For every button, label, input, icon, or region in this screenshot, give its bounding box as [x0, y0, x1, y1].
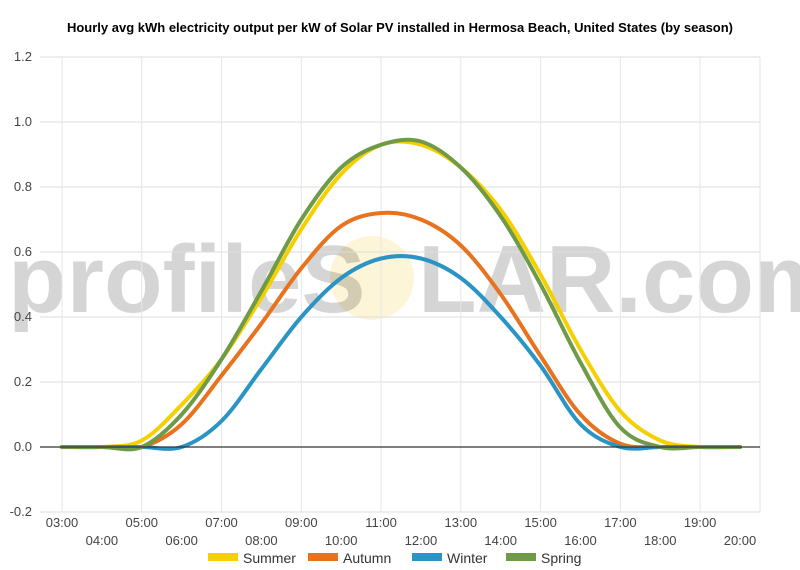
x-tick-label: 08:00 — [245, 533, 278, 548]
watermark-text-right: LAR.com — [418, 226, 800, 333]
x-tick-label: 06:00 — [165, 533, 198, 548]
y-tick-label: 0.2 — [14, 374, 32, 389]
x-tick-label: 18:00 — [644, 533, 677, 548]
series-line-autumn — [60, 210, 742, 451]
watermark-text-left: profileS — [8, 226, 365, 333]
x-tick-label: 15:00 — [524, 515, 557, 530]
x-tick-label: 14:00 — [484, 533, 517, 548]
legend: Summer Autumn Winter Spring — [208, 550, 581, 566]
y-tick-label: 1.0 — [14, 114, 32, 129]
y-tick-label: 0.6 — [14, 244, 32, 259]
x-tick-label: 19:00 — [684, 515, 717, 530]
x-tick-label: 03:00 — [46, 515, 79, 530]
y-tick-label: 1.2 — [14, 49, 32, 64]
x-tick-label: 17:00 — [604, 515, 637, 530]
x-tick-label: 16:00 — [564, 533, 597, 548]
watermark: profileS LAR.com — [8, 226, 800, 333]
y-tick-label: 0.0 — [14, 439, 32, 454]
y-tick-label: -0.2 — [10, 504, 32, 519]
legend-swatch-spring — [506, 553, 536, 561]
legend-label-spring: Spring — [541, 550, 581, 566]
x-tick-label: 09:00 — [285, 515, 318, 530]
legend-swatch-autumn — [308, 553, 338, 561]
legend-swatch-winter — [412, 553, 442, 561]
axes: -0.2 0.0 0.2 0.4 0.6 0.8 1.0 1.2 03:00 05:00 07:00… — [10, 49, 760, 548]
chart-title: Hourly avg kWh electricity output per kW… — [66, 20, 734, 35]
legend-label-winter: Winter — [447, 550, 488, 566]
x-tick-label: 11:00 — [365, 515, 397, 530]
x-tick-label: 13:00 — [445, 515, 478, 530]
x-tick-label: 07:00 — [205, 515, 238, 530]
series-line-spring — [60, 137, 742, 452]
x-tick-label: 04:00 — [86, 533, 119, 548]
x-tick-label: 20:00 — [724, 533, 757, 548]
legend-swatch-summer — [208, 553, 238, 561]
legend-label-autumn: Autumn — [343, 550, 391, 566]
x-tick-label: 12:00 — [405, 533, 438, 548]
y-tick-label: 0.8 — [14, 179, 32, 194]
x-tick-label: 10:00 — [325, 533, 358, 548]
y-tick-label: 0.4 — [14, 309, 32, 324]
legend-label-summer: Summer — [243, 550, 296, 566]
x-tick-label: 05:00 — [125, 515, 158, 530]
